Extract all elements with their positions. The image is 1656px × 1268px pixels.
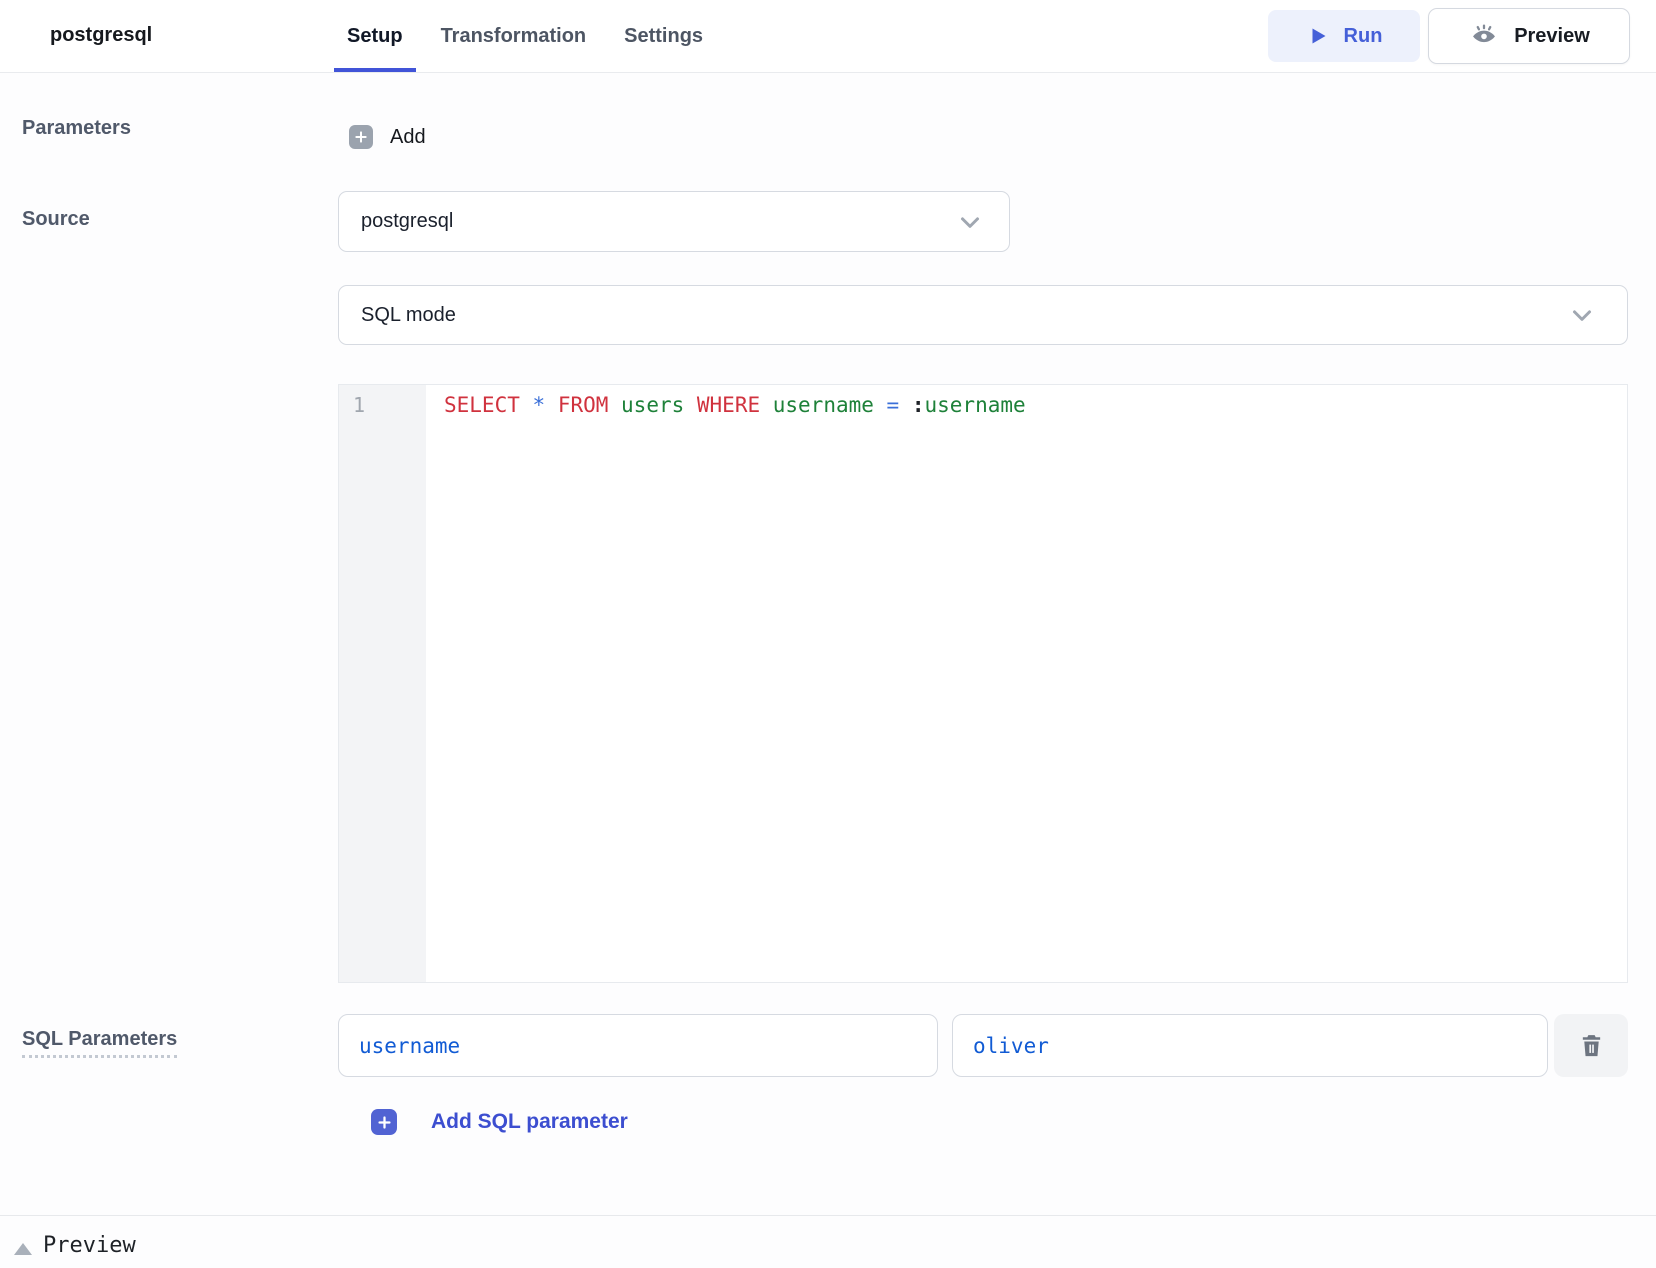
panel-title: postgresql xyxy=(50,24,153,46)
code-token: users xyxy=(621,393,697,417)
eye-icon xyxy=(1468,20,1500,52)
code-editor[interactable]: 1 SELECT * FROM users WHERE username = :… xyxy=(338,384,1628,983)
code-token: username xyxy=(924,393,1026,417)
add-sql-parameter-label: Add SQL parameter xyxy=(431,1110,628,1133)
preview-button[interactable]: Preview xyxy=(1428,8,1630,64)
plus-icon xyxy=(349,125,373,149)
code-token: WHERE xyxy=(696,393,773,417)
code-token: : xyxy=(911,393,925,417)
delete-parameter-button[interactable] xyxy=(1554,1014,1628,1077)
add-sql-parameter-button[interactable]: Add SQL parameter xyxy=(371,1107,628,1137)
run-button[interactable]: Run xyxy=(1268,10,1420,62)
sql-mode-select-value: SQL mode xyxy=(361,303,456,326)
param-value-input[interactable] xyxy=(952,1014,1548,1077)
code-token: SELECT xyxy=(444,393,533,417)
code-token: FROM xyxy=(557,393,622,417)
preview-section-label: Preview xyxy=(43,1233,136,1258)
preview-button-label: Preview xyxy=(1514,24,1590,47)
add-parameter-label: Add xyxy=(390,125,426,148)
run-button-label: Run xyxy=(1343,24,1383,47)
editor-gutter: 1 xyxy=(339,385,426,982)
preview-section-divider xyxy=(0,1215,1656,1216)
code-token: username xyxy=(772,393,887,417)
code-token: = xyxy=(886,393,912,417)
param-name-input[interactable] xyxy=(338,1014,938,1077)
tab-bar: Setup Transformation Settings xyxy=(334,0,704,72)
code-token: * xyxy=(532,393,558,417)
tab-transformation[interactable]: Transformation xyxy=(440,24,587,47)
source-select-value: postgresql xyxy=(361,210,454,232)
sql-mode-select[interactable]: SQL mode xyxy=(338,285,1628,345)
app-header: postgresql Setup Transformation Settings… xyxy=(0,0,1656,73)
play-icon xyxy=(1306,24,1330,48)
collapse-triangle-icon[interactable] xyxy=(14,1243,32,1255)
plus-icon xyxy=(371,1109,397,1135)
chevron-down-icon xyxy=(955,207,985,237)
trash-icon xyxy=(1578,1032,1605,1059)
sql-parameters-label: SQL Parameters xyxy=(22,1028,178,1058)
source-select[interactable]: postgresql xyxy=(338,191,1010,252)
code-line[interactable]: SELECT * FROM users WHERE username = :us… xyxy=(426,385,1627,982)
tab-setup[interactable]: Setup xyxy=(334,0,416,72)
source-label: Source xyxy=(22,208,90,230)
line-number: 1 xyxy=(353,393,366,417)
parameters-label: Parameters xyxy=(22,117,131,139)
add-parameter-button[interactable]: Add xyxy=(349,123,426,151)
chevron-down-icon xyxy=(1567,300,1597,330)
tab-settings[interactable]: Settings xyxy=(624,24,704,47)
